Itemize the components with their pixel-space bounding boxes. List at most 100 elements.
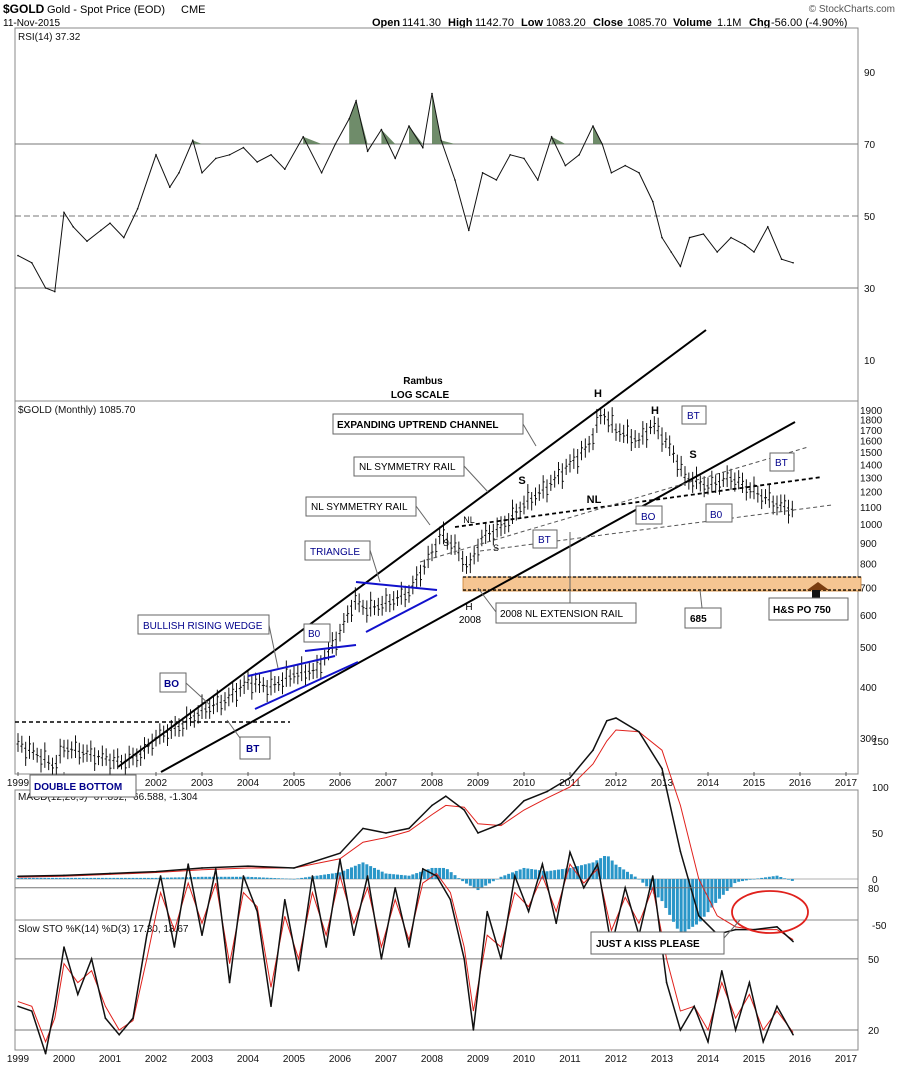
rsi-point — [355, 100, 357, 102]
macd-ytick: 0 — [872, 875, 878, 886]
macd-histogram-bar — [668, 879, 672, 915]
sto-point — [256, 910, 259, 913]
neckline — [454, 476, 823, 528]
price-ytick: 600 — [860, 611, 877, 622]
bt-label-3: BT — [687, 411, 700, 422]
rsi-point — [624, 164, 626, 167]
rsi-point — [63, 211, 65, 214]
macd-histogram-bar — [461, 879, 465, 882]
rsi-point — [178, 172, 180, 174]
small-s-left: S — [443, 538, 449, 548]
macd-histogram-bar — [39, 877, 43, 879]
wedge-label: BULLISH RISING WEDGE — [143, 621, 263, 632]
rsi-point — [792, 262, 794, 264]
macd-histogram-bar — [273, 878, 277, 879]
sto-point — [472, 1029, 475, 1031]
rsi-point — [169, 186, 171, 188]
macd-histogram-bar — [43, 877, 47, 879]
sto-point — [463, 958, 466, 960]
macd-point — [523, 800, 525, 802]
macd-histogram-bar — [679, 879, 683, 934]
macd-histogram-bar — [399, 874, 403, 879]
macd-histogram-bar — [361, 862, 365, 879]
macd-histogram-bar — [350, 867, 353, 879]
macd-histogram-bar — [714, 879, 718, 903]
macd-histogram-bar — [580, 865, 583, 879]
macd-histogram-bar — [626, 871, 629, 879]
macd-histogram-bar — [587, 863, 591, 879]
macd-point — [661, 767, 663, 770]
macd-layer: -50 0 50 100 150 — [15, 717, 889, 943]
sto-point — [776, 1005, 778, 1008]
rsi-point — [270, 154, 272, 156]
price-ytick: 1900 — [860, 406, 883, 417]
rambus-label: Rambus — [403, 376, 443, 387]
macd-histogram-bar — [380, 871, 384, 879]
value-685-label: 685 — [690, 614, 707, 625]
sto-xtick-label: 2013 — [651, 1054, 674, 1065]
bo-wedge-line — [304, 644, 357, 652]
macd-histogram-bar — [323, 874, 327, 879]
macd-histogram-bar — [162, 877, 166, 879]
macd-histogram-bar — [204, 876, 208, 879]
price-ytick: 1700 — [860, 426, 883, 437]
bt-pointer-1 — [226, 719, 241, 739]
rsi-point — [408, 125, 410, 127]
rsi-point — [348, 118, 351, 120]
macd-histogram-bar — [664, 879, 668, 908]
sto-point — [339, 858, 341, 861]
rsi-point — [688, 236, 691, 239]
macd-histogram-bar — [403, 875, 407, 879]
macd-histogram-bar — [296, 878, 300, 879]
macd-histogram-bar — [457, 878, 461, 879]
macd-histogram-bar — [227, 876, 231, 879]
macd-histogram-bar — [208, 876, 212, 879]
macd-histogram-bar — [154, 877, 158, 879]
sto-layer: 20 50 80 1999 2000 2001 2002 2003 2004 2005 2006 20… — [7, 849, 880, 1065]
macd-point — [679, 850, 682, 853]
macd-point — [109, 872, 111, 875]
macd-point — [734, 928, 737, 931]
macd-histogram-bar — [353, 865, 357, 879]
sto-point — [679, 1029, 682, 1031]
sto-point — [297, 969, 300, 972]
kiss-box — [590, 931, 725, 955]
macd-histogram-bar — [718, 879, 721, 899]
macd-histogram-bar — [645, 879, 649, 887]
macd-histogram-bar — [108, 877, 112, 879]
sto-point — [54, 1005, 56, 1008]
macd-histogram-bar — [534, 869, 537, 879]
sto-point — [748, 981, 751, 984]
sto-point — [380, 958, 383, 960]
sto-point — [665, 981, 668, 984]
macd-histogram-bar — [741, 879, 744, 882]
small-s-right: S — [493, 543, 499, 553]
high-value: 1142.70 — [475, 17, 514, 29]
macd-point — [155, 870, 157, 873]
header-date: 11-Nov-2015 — [3, 18, 61, 29]
macd-point — [500, 823, 502, 825]
macd-histogram-bar — [660, 879, 664, 902]
rsi-layer: 10 30 50 70 90 — [15, 68, 876, 367]
sto-xtick-label: 2012 — [605, 1054, 628, 1065]
macd-histogram-bar — [756, 878, 760, 879]
sto-point — [394, 887, 397, 889]
macd-histogram-bar — [407, 875, 411, 879]
head-h-top: H — [594, 388, 602, 400]
macd-histogram-bar — [315, 875, 319, 879]
neckline-nl: NL — [587, 494, 602, 506]
wedge-lower-line — [254, 661, 359, 710]
macd-histogram-bar — [16, 877, 20, 879]
price-ytick: 1100 — [860, 503, 882, 514]
sto-xtick-label: 2001 — [99, 1054, 122, 1065]
macd-histogram-bar — [139, 877, 143, 879]
sto-point — [325, 946, 328, 948]
macd-histogram-bar — [748, 879, 752, 880]
rsi-panel-frame — [14, 27, 859, 402]
macd-point — [592, 749, 594, 751]
price-xtick-label: 2004 — [237, 778, 260, 789]
macd-histogram-bar — [484, 879, 488, 886]
macd-histogram-bar — [438, 867, 442, 879]
rsi-point — [440, 139, 443, 142]
